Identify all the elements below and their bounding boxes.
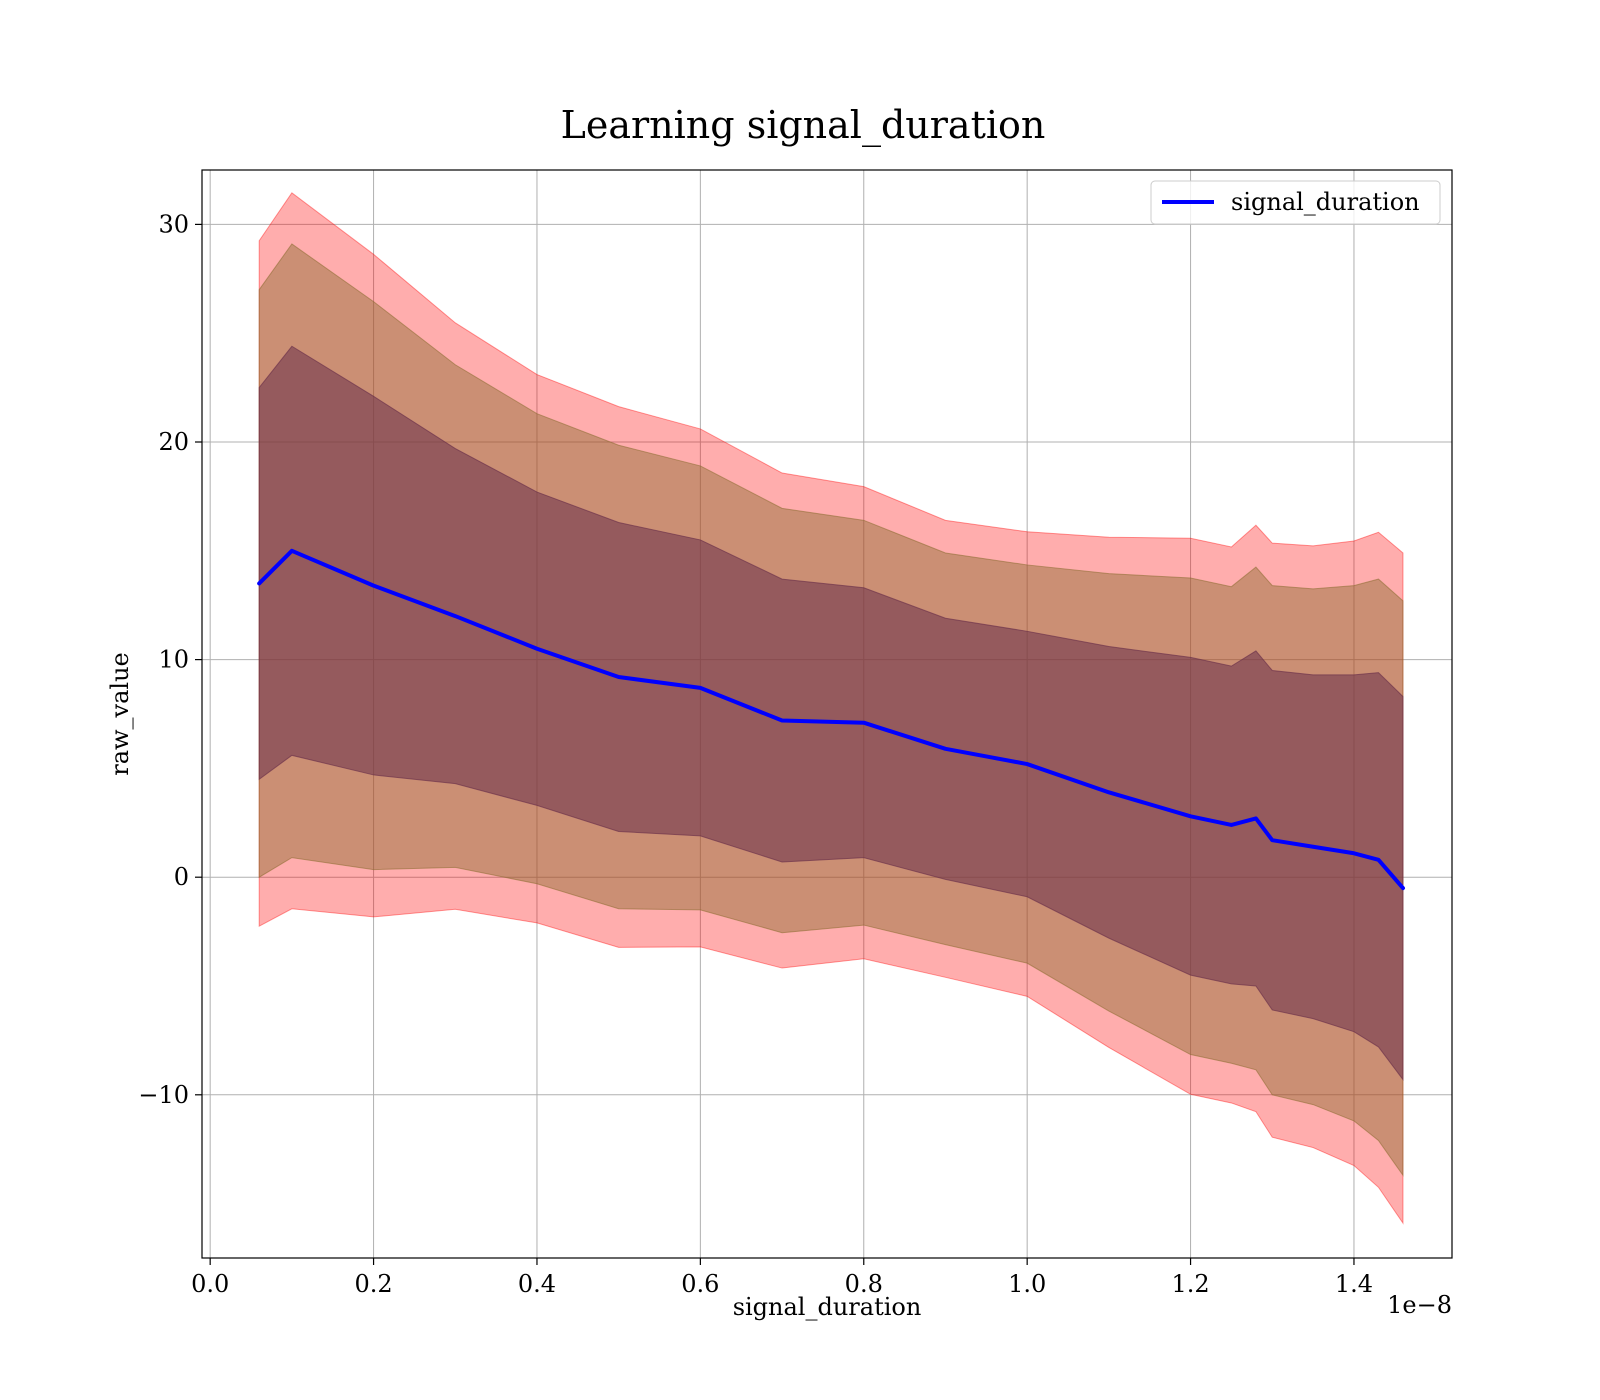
std-band-inner	[258, 345, 1404, 1082]
series-point	[617, 675, 621, 679]
x-tick-label: 1.4	[1335, 1270, 1373, 1298]
x-tick-label: 0.2	[354, 1270, 392, 1298]
series-point	[1107, 790, 1111, 794]
series-point	[290, 549, 294, 553]
chart-title: Learning signal_duration	[561, 103, 1046, 148]
series-point	[1254, 816, 1258, 821]
series-point	[1025, 762, 1029, 766]
series-line-layer	[257, 548, 1405, 891]
legend-entry-label: signal_duration	[1231, 188, 1420, 216]
x-tick-label: 0.8	[845, 1270, 883, 1298]
x-axis-label: signal_duration	[733, 1293, 922, 1321]
x-tick-label: 0.6	[681, 1270, 719, 1298]
series-point	[1188, 814, 1193, 818]
series-point	[943, 747, 948, 751]
legend: signal_duration	[1150, 180, 1441, 225]
x-tick-label: 1.0	[1008, 1270, 1046, 1298]
x-tick-label: 1.2	[1171, 1270, 1209, 1298]
series-point	[1229, 823, 1234, 827]
series-point	[1376, 858, 1381, 862]
y-tick-label: −10	[138, 1081, 189, 1109]
series-point	[257, 581, 261, 586]
plot-frame	[201, 169, 1453, 1259]
series-point	[535, 647, 539, 651]
series-point	[1352, 851, 1356, 855]
x-tick-label: 0.4	[518, 1270, 556, 1298]
x-tick-label: 0.0	[191, 1270, 229, 1298]
y-axis-label: raw_value	[106, 652, 134, 776]
x-axis-offset-text: 1e−8	[1387, 1291, 1452, 1319]
series-point	[780, 718, 784, 723]
series-point	[1270, 838, 1274, 842]
legend-box	[1150, 180, 1441, 225]
y-tick-label: 20	[158, 428, 189, 456]
series-point	[453, 614, 457, 618]
confidence-bands	[258, 192, 1404, 1225]
series-point	[1311, 845, 1315, 849]
series-point	[1401, 886, 1405, 890]
series-point	[698, 686, 702, 690]
series-point	[371, 584, 376, 588]
y-tick-label: 0	[174, 863, 189, 891]
y-axis: −10 0 10 20 30	[138, 210, 202, 1109]
y-tick-label: 10	[158, 646, 189, 674]
series-point	[862, 721, 866, 725]
y-tick-label: 30	[158, 210, 189, 238]
x-axis: 0.0 0.2 0.4 0.6 0.8 1.0 1.2 1.4	[191, 1258, 1373, 1298]
series-line-signal-duration	[257, 548, 1405, 891]
